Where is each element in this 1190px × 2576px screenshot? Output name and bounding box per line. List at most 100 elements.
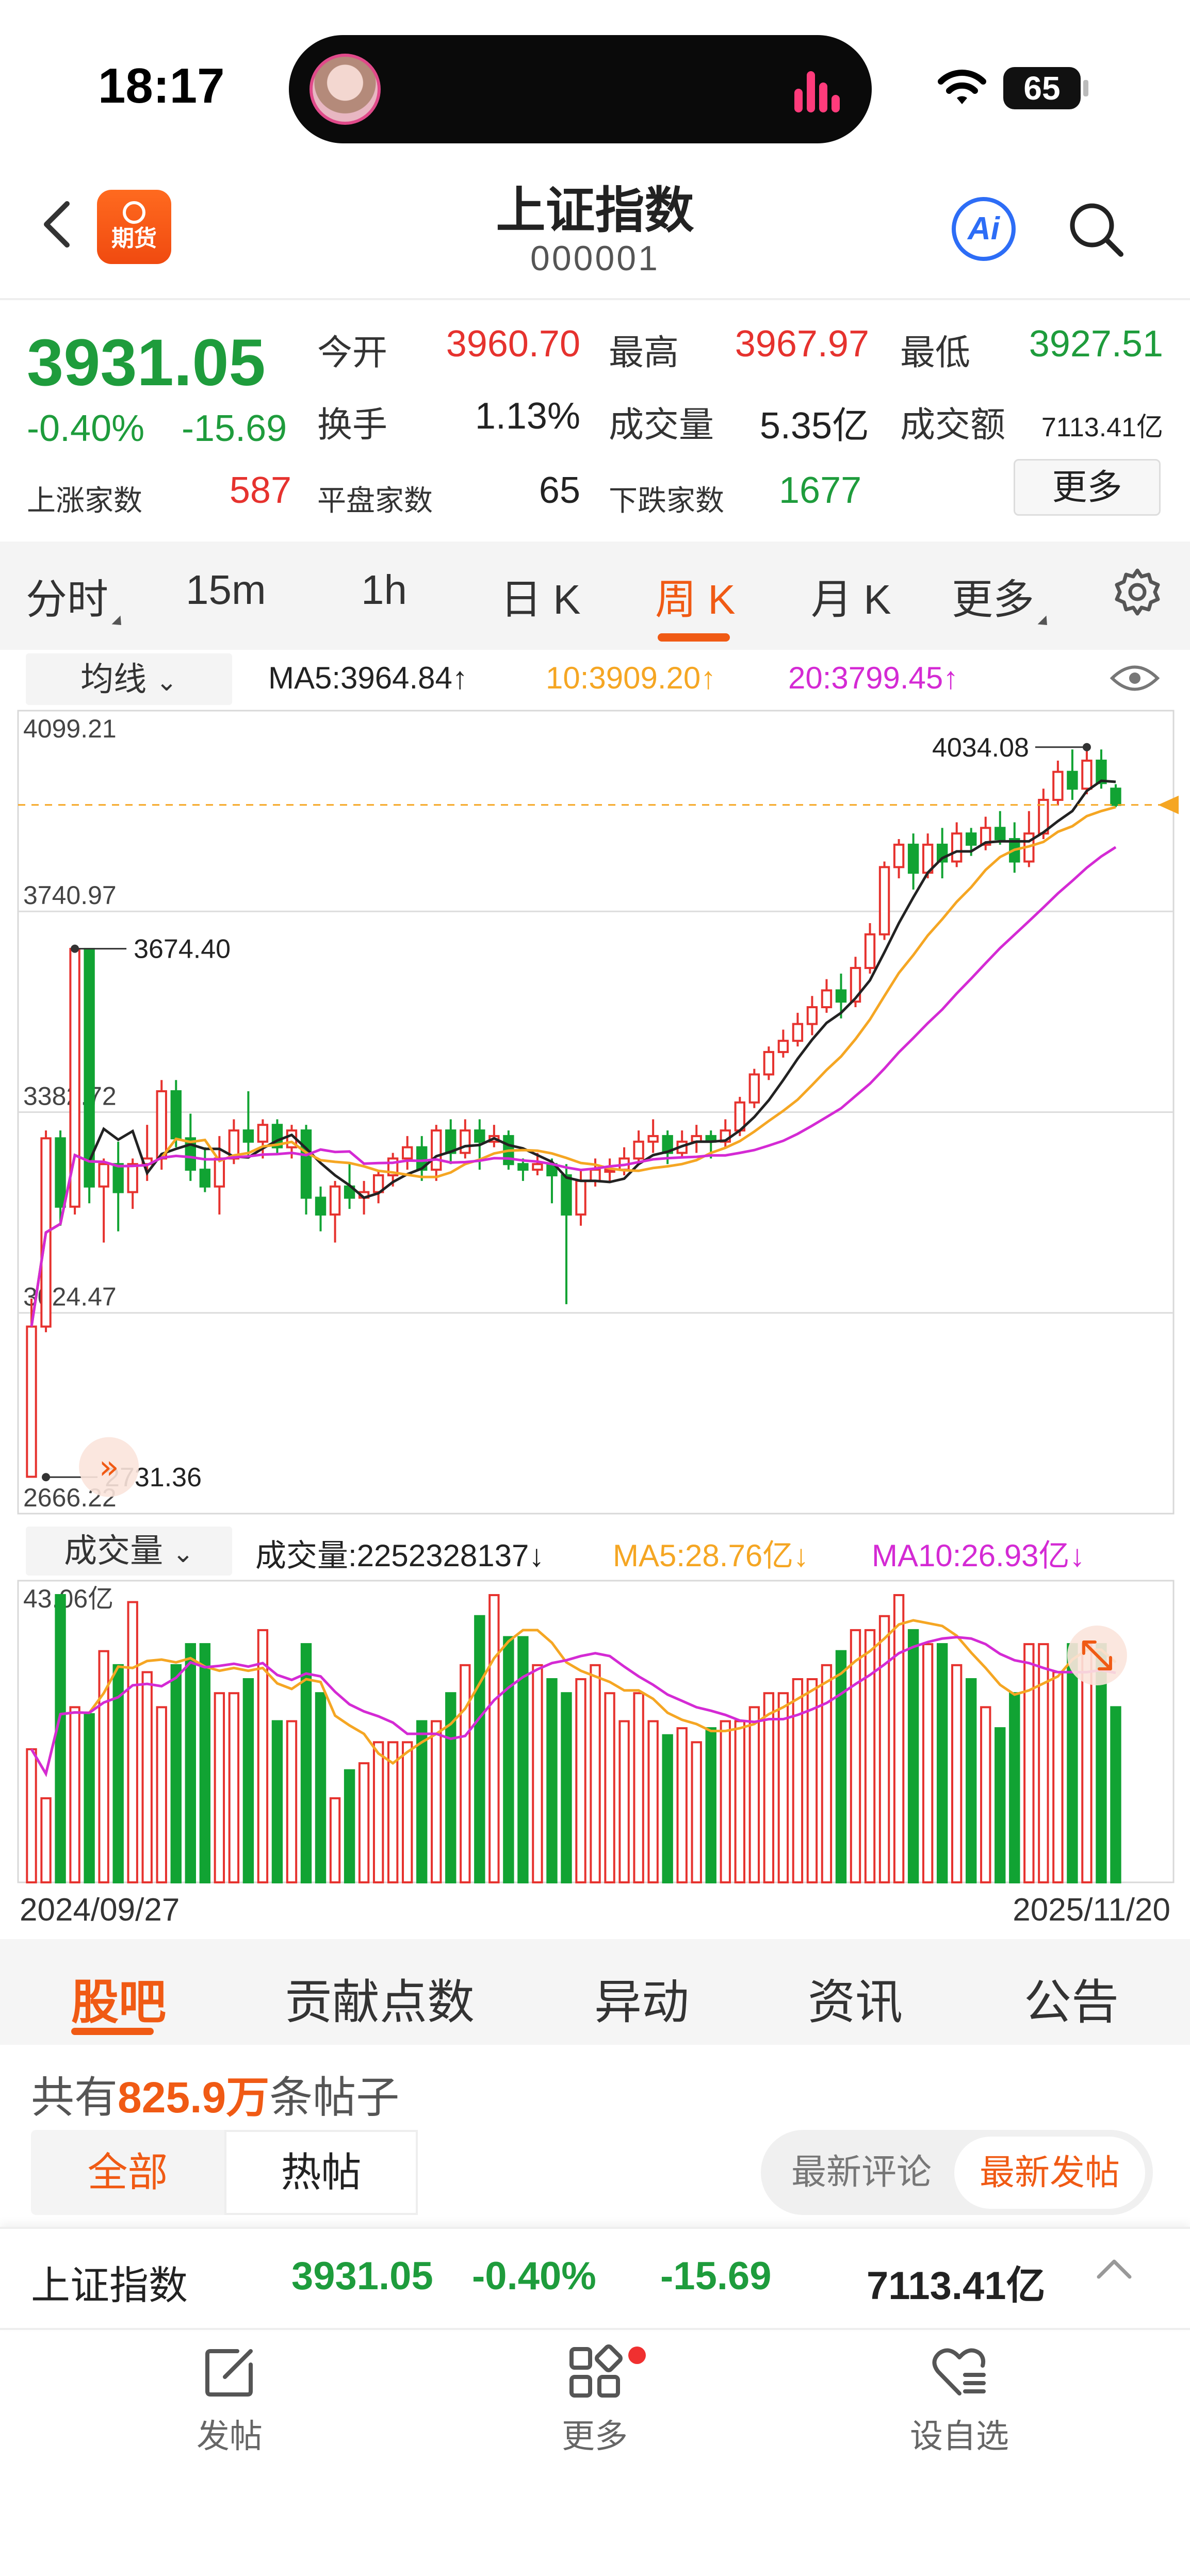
stat-label-amount: 成交额 (900, 405, 1006, 445)
tab-1h[interactable]: 1h (361, 567, 407, 613)
candle-body (84, 948, 95, 1188)
tab-announcements[interactable]: 公告 (1024, 1976, 1119, 2029)
chevron-up-icon[interactable] (1094, 2249, 1135, 2290)
add-watchlist-label: 设自选 (910, 2418, 1009, 2455)
candle-body (402, 1146, 413, 1160)
back-button[interactable] (36, 196, 83, 263)
tab-daily-k[interactable]: 日 K (500, 577, 581, 622)
sticky-quote-bar[interactable] (0, 2227, 1190, 2330)
candle-body (878, 866, 890, 936)
candle-body (792, 1023, 804, 1042)
volume-bar (777, 1692, 789, 1883)
notification-dot (628, 2347, 646, 2364)
candle (792, 1012, 804, 1047)
period-tab-bar (0, 542, 1190, 650)
candle (199, 1147, 211, 1192)
chevron-down-icon: ⌄ (172, 1539, 194, 1568)
candle (561, 1164, 572, 1304)
candle-body (633, 1140, 644, 1160)
volume-bar (431, 1720, 442, 1883)
candle (907, 833, 919, 890)
futures-badge-button[interactable]: 期货 (97, 190, 171, 264)
more-menu-button[interactable]: 更多 (517, 2344, 672, 2457)
candle (55, 1130, 66, 1226)
tab-more-periods[interactable]: 更多 (952, 566, 1052, 630)
battery-nub (1083, 80, 1088, 96)
posts-count: 共有825.9万条帖子 (31, 2063, 399, 2125)
tab-stock-forum[interactable]: 股吧 (71, 1976, 167, 2029)
tab-monthly-k[interactable]: 月 K (811, 577, 891, 622)
ma20-value: 20:3799.45↑ (788, 661, 959, 695)
filter-hot-button[interactable]: 热帖 (224, 2130, 418, 2215)
candle (864, 923, 876, 974)
posts-prefix: 共有 (31, 2073, 118, 2122)
volume-bar (228, 1692, 240, 1883)
tab-15m[interactable]: 15m (186, 567, 266, 613)
candle (185, 1113, 196, 1181)
volume-bar (387, 1741, 399, 1883)
volume-bar (185, 1643, 196, 1883)
breadth-value-down: 1677 (779, 470, 862, 511)
volume-bar (416, 1720, 428, 1883)
volume-bar (315, 1692, 327, 1883)
eye-icon[interactable] (1109, 660, 1161, 696)
volume-bar (141, 1671, 153, 1883)
breadth-label-flat: 平盘家数 (317, 484, 433, 517)
candle (242, 1091, 254, 1159)
candle (980, 816, 991, 850)
gear-icon[interactable] (1112, 566, 1163, 618)
candle-body (850, 966, 861, 1003)
volume-bar (748, 1706, 760, 1883)
candle-body (329, 1185, 341, 1216)
local-high-label: 3674.40 (134, 934, 231, 964)
volume-bar (170, 1664, 182, 1883)
candle-body (835, 989, 847, 1003)
filter-all-button[interactable]: 全部 (31, 2130, 224, 2215)
volume-bar (214, 1692, 225, 1883)
wifi-icon (938, 70, 986, 104)
volume-bar (112, 1664, 124, 1883)
dynamic-island[interactable] (289, 35, 872, 143)
tab-weekly-k[interactable]: 周 K (655, 577, 736, 622)
ai-assistant-button[interactable]: Ai (952, 197, 1016, 261)
volume-bar (604, 1692, 615, 1883)
double-chevron-icon: » (99, 1449, 119, 1487)
candle (112, 1141, 124, 1232)
volume-bar (242, 1678, 254, 1883)
volume-bar (633, 1692, 644, 1883)
volume-bar (503, 1636, 514, 1883)
sort-latest-post-button[interactable]: 最新发帖 (954, 2137, 1145, 2209)
stat-value-high: 3967.97 (735, 323, 869, 365)
post-button[interactable]: 发帖 (152, 2344, 307, 2457)
tab-movements[interactable]: 异动 (594, 1976, 690, 2029)
active-tab-indicator (658, 633, 730, 642)
volume-bar (806, 1678, 818, 1883)
volume-bar (286, 1720, 298, 1883)
tab-intraday[interactable]: 分时 (26, 566, 126, 630)
indicator-select[interactable]: 均线 ⌄ (26, 653, 232, 705)
more-stats-button[interactable]: 更多 (1014, 459, 1161, 516)
tab-news[interactable]: 资讯 (808, 1976, 903, 2029)
candlestick-chart[interactable]: 4099.213740.973382.723024.472666.224034.… (0, 707, 1190, 1521)
add-watchlist-button[interactable]: 设自选 (882, 2344, 1037, 2457)
sort-latest-comment-button[interactable]: 最新评论 (791, 2153, 932, 2192)
search-icon[interactable] (1065, 199, 1127, 260)
candle (488, 1125, 500, 1147)
candle-body (951, 832, 963, 863)
tab-contribution-points[interactable]: 贡献点数 (285, 1976, 475, 2029)
volume-bar (271, 1720, 283, 1883)
candle-body (575, 1179, 586, 1216)
volume-chart[interactable]: 43.06亿 (0, 1578, 1190, 1888)
tab-label: 分时 (26, 577, 108, 622)
candle (835, 973, 847, 1019)
candle (633, 1130, 644, 1164)
sticky-index-name: 上证指数 (31, 2264, 188, 2308)
candle-body (98, 1163, 109, 1188)
candle (1067, 749, 1078, 800)
candle (821, 979, 833, 1013)
candle (26, 1299, 37, 1478)
candle-body (460, 1129, 471, 1154)
volume-ma10-line (30, 1635, 1116, 1777)
candle-body (821, 989, 833, 1009)
volume-indicator-select[interactable]: 成交量 ⌄ (26, 1527, 232, 1576)
